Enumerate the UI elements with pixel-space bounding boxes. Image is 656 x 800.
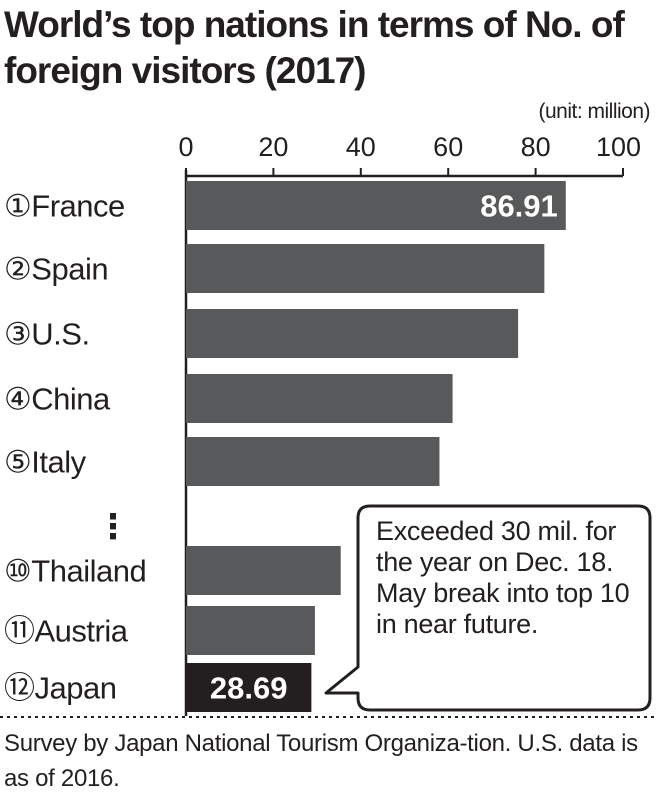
- category-label: ⑪Austria: [4, 614, 129, 649]
- x-tick-label: 80: [521, 132, 551, 162]
- category-label: ①France: [4, 189, 125, 224]
- callout-bubble: [324, 504, 652, 712]
- gap-marker: ⋮: [96, 507, 130, 547]
- data-label: 86.91: [480, 189, 558, 224]
- bar: [186, 546, 341, 595]
- bar: [186, 309, 519, 358]
- category-label: ⑤Italy: [4, 445, 87, 480]
- bar: [186, 663, 312, 712]
- x-tick-label: 60: [433, 132, 463, 162]
- data-label: 28.69: [210, 671, 288, 706]
- footnote: Survey by Japan National Tourism Organiz…: [4, 730, 638, 792]
- bar: [186, 244, 545, 293]
- category-label: ③U.S.: [4, 317, 90, 352]
- category-label: ⑫Japan: [4, 671, 116, 706]
- bars-layer: [186, 181, 566, 712]
- category-label: ②Spain: [4, 252, 108, 287]
- chart-title: World’s top nations in terms of No. of f…: [4, 4, 625, 91]
- bar: [186, 437, 440, 486]
- callout-text: Exceeded 30 mil. for the year on Dec. 18…: [376, 516, 630, 639]
- category-label: ⑩Thailand: [4, 554, 146, 589]
- x-tick-label: 100: [596, 132, 641, 162]
- x-tick-label: 40: [346, 132, 376, 162]
- labels-layer: ①France 86.91 ②Spain ③U.S. ④China ⑤Italy ⑩Thai…: [4, 189, 558, 706]
- bar: [186, 606, 315, 655]
- x-tick-label: 20: [258, 132, 288, 162]
- bar: [186, 181, 566, 230]
- category-label: ④China: [4, 382, 111, 417]
- unit-label: (unit: million): [538, 100, 650, 123]
- callout-box: [324, 504, 652, 712]
- bar: [186, 374, 453, 423]
- x-tick-label: 0: [178, 132, 193, 162]
